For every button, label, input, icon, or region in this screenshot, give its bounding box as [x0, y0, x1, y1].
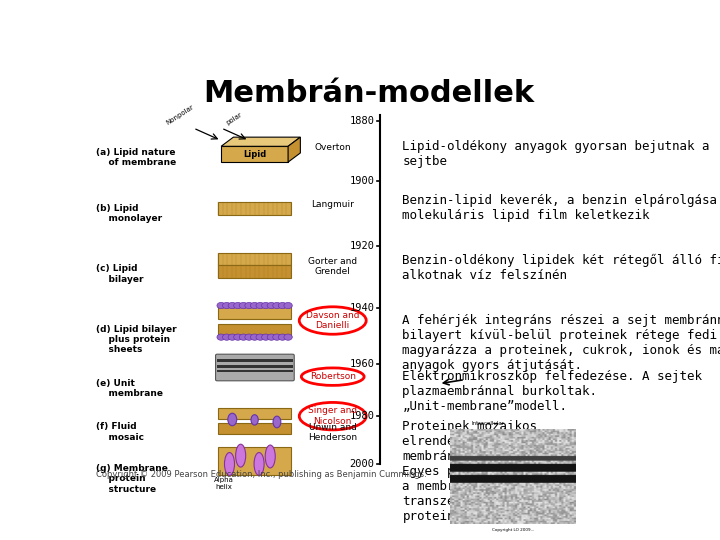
Text: Copyright LO 2009...: Copyright LO 2009... [492, 528, 534, 531]
Circle shape [239, 302, 248, 309]
FancyBboxPatch shape [215, 354, 294, 381]
Text: 1940: 1940 [350, 303, 374, 313]
Text: A fehérjék integráns részei a sejt membránnak. A lipid
bilayert kívül-belül prot: A fehérjék integráns részei a sejt membr… [402, 314, 720, 372]
Text: Copyright © 2009 Pearson Education, Inc., publishing as Benjamin Cummings.: Copyright © 2009 Pearson Education, Inc.… [96, 469, 426, 478]
Polygon shape [218, 423, 291, 435]
Text: (d) Lipid bilayer
    plus protein
    sheets: (d) Lipid bilayer plus protein sheets [96, 325, 176, 354]
Text: Benzin-oldékony lipidek két rétegől álló filmet
alkotnak víz felszínén: Benzin-oldékony lipidek két rétegől álló… [402, 254, 720, 282]
Circle shape [251, 302, 258, 309]
Ellipse shape [265, 445, 275, 468]
Polygon shape [218, 324, 291, 337]
Text: 1980: 1980 [350, 411, 374, 421]
Ellipse shape [235, 444, 246, 467]
Text: Overton: Overton [315, 144, 351, 152]
Text: (f) Fluid
    mosaic: (f) Fluid mosaic [96, 422, 143, 442]
Circle shape [261, 302, 270, 309]
Circle shape [256, 334, 264, 340]
Text: Nonpolar: Nonpolar [166, 103, 195, 125]
Circle shape [273, 334, 281, 340]
Circle shape [217, 302, 225, 309]
Circle shape [222, 302, 231, 309]
Circle shape [256, 302, 264, 309]
Polygon shape [218, 201, 291, 215]
Text: Davson and
Danielli: Davson and Danielli [306, 311, 359, 330]
Circle shape [245, 334, 253, 340]
Circle shape [228, 334, 236, 340]
Text: Benzin-lipid keverék, a benzin elpárolgása után
molekuláris lipid film keletkezi: Benzin-lipid keverék, a benzin elpárolgá… [402, 194, 720, 222]
Text: (g) Membrane
    protein
    structure: (g) Membrane protein structure [96, 464, 168, 494]
Text: Proteinek mozaikos
elrendeződése a
membránban.
Egyes proteinek átérik
a membránt: Proteinek mozaikos elrendeződése a membr… [402, 420, 567, 523]
Circle shape [284, 302, 292, 309]
Circle shape [217, 334, 225, 340]
Polygon shape [218, 306, 291, 319]
Bar [217, 369, 292, 373]
Circle shape [261, 334, 270, 340]
Ellipse shape [251, 415, 258, 425]
Ellipse shape [254, 453, 264, 475]
Circle shape [228, 302, 236, 309]
Polygon shape [221, 146, 288, 162]
Polygon shape [221, 137, 300, 146]
Text: Lipid-oldékony anyagok gyorsan bejutnak a
sejtbe: Lipid-oldékony anyagok gyorsan bejutnak … [402, 140, 710, 167]
Text: Lipid: Lipid [243, 150, 266, 159]
Polygon shape [218, 253, 291, 265]
Text: Elektronmikroszkóp felfedezése. A sejtek
plazmaembránnal burkoltak.
„Unit-membra: Elektronmikroszkóp felfedezése. A sejtek… [402, 370, 703, 414]
Text: polar: polar [225, 111, 243, 125]
Bar [217, 359, 292, 362]
Circle shape [222, 334, 231, 340]
Circle shape [279, 334, 287, 340]
Text: (e) Unit
    membrane: (e) Unit membrane [96, 379, 163, 398]
Ellipse shape [225, 453, 235, 475]
Text: Robertson: Robertson [310, 372, 356, 381]
Bar [218, 447, 291, 475]
Polygon shape [218, 265, 291, 278]
Circle shape [234, 302, 242, 309]
Ellipse shape [273, 416, 281, 428]
Text: Alpha
helix: Alpha helix [214, 477, 234, 490]
Text: (c) Lipid
    bilayer: (c) Lipid bilayer [96, 265, 143, 284]
Text: Membrán-modellek: Membrán-modellek [204, 79, 534, 109]
Circle shape [273, 302, 281, 309]
Polygon shape [288, 137, 300, 162]
Circle shape [234, 334, 242, 340]
Text: Langmuir: Langmuir [311, 200, 354, 208]
Text: 1900: 1900 [350, 176, 374, 186]
Text: Intracellular: Intracellular [471, 421, 505, 426]
Ellipse shape [228, 413, 237, 426]
Text: (a) Lipid nature
    of membrane: (a) Lipid nature of membrane [96, 148, 176, 167]
Polygon shape [218, 408, 291, 420]
Text: Singer and
Nicolson: Singer and Nicolson [308, 407, 357, 426]
Text: 1880: 1880 [350, 116, 374, 126]
Circle shape [284, 334, 292, 340]
Circle shape [239, 334, 248, 340]
Text: Gorter and
Grendel: Gorter and Grendel [308, 256, 357, 276]
Text: 2000: 2000 [350, 459, 374, 469]
Bar [217, 364, 292, 368]
Circle shape [245, 302, 253, 309]
Text: 1960: 1960 [350, 359, 374, 369]
Text: (b) Lipid
    monolayer: (b) Lipid monolayer [96, 204, 162, 224]
Circle shape [267, 334, 276, 340]
Circle shape [267, 302, 276, 309]
Circle shape [279, 302, 287, 309]
Text: 1920: 1920 [350, 241, 374, 251]
Circle shape [251, 334, 258, 340]
Text: Unwin and
Henderson: Unwin and Henderson [308, 423, 357, 442]
